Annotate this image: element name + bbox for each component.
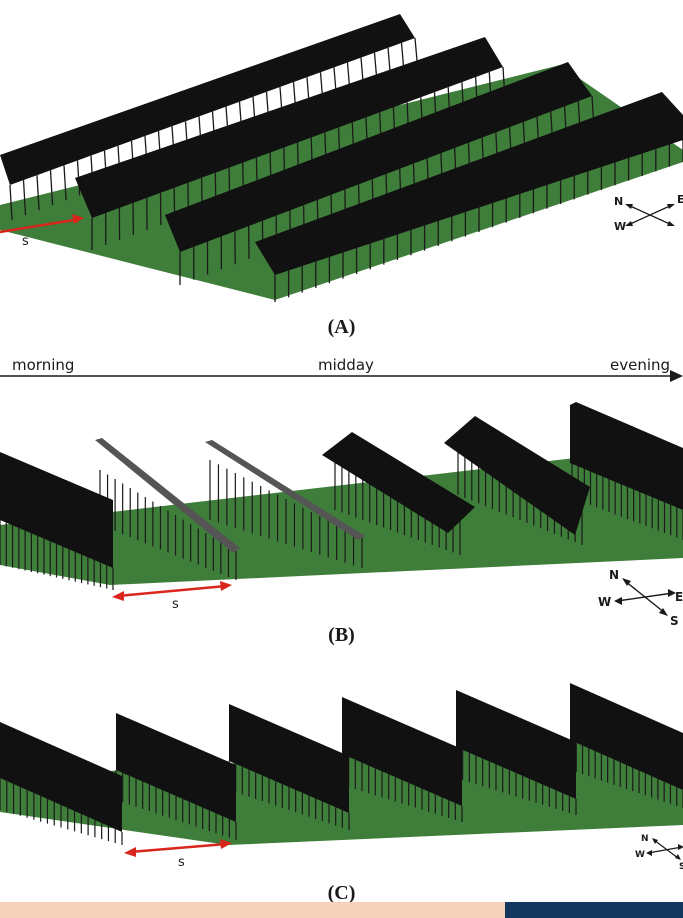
panel-c-row-5 (456, 690, 576, 799)
panel-c-row-6 (570, 683, 683, 790)
compass-a-e: E (677, 193, 683, 206)
compass-a: N W E (614, 193, 683, 233)
panel-a-spacing-arrow (0, 214, 84, 234)
compass-b-w: W (598, 595, 611, 609)
panel-a-row-3 (165, 62, 592, 252)
support-post (49, 170, 54, 206)
panel-c-row-4 (342, 697, 462, 806)
panel-c-row-3 (229, 704, 349, 813)
panel-c-caption: (C) (327, 882, 356, 904)
compass-c: N W S (635, 834, 683, 872)
panel-b-spacing-arrow (112, 581, 232, 601)
panel-b-row-6 (570, 402, 683, 510)
compass-c-s: S (679, 862, 683, 872)
compass-b-s: S (670, 614, 679, 628)
support-post (36, 175, 40, 211)
panel-a-row-2 (75, 37, 503, 218)
bottom-strip-left (0, 902, 505, 918)
panel-b-row-4 (322, 432, 475, 533)
panel-c-scene: s N W S (0, 683, 683, 872)
compass-c-n: N (641, 834, 649, 844)
panel-a-solar-rows (0, 14, 683, 275)
panel-a-caption: (A) (327, 316, 356, 338)
panel-b-row-2 (95, 438, 240, 553)
panel-a-spacing-label: s (22, 234, 29, 249)
panel-b-row-3 (205, 440, 365, 540)
panel-c-spacing-arrow (124, 839, 232, 857)
panel-b-solar-rows (0, 402, 683, 568)
panel-c-solar-rows (0, 683, 683, 832)
compass-a-n: N (614, 195, 623, 208)
timeline-midday-label: midday (318, 356, 374, 374)
panel-c-row-2 (116, 713, 236, 822)
panel-c-row-1 (0, 722, 122, 832)
compass-b-n: N (609, 568, 619, 582)
compass-b-e: E (675, 590, 683, 604)
panel-c-spacing-label: s (178, 855, 185, 870)
panel-a-row-1 (0, 14, 415, 185)
support-post (9, 184, 13, 221)
compass-c-w: W (635, 850, 645, 860)
timeline-morning-label: morning (12, 356, 75, 374)
panel-b-row-5 (444, 416, 590, 535)
timeline-arrow (0, 370, 683, 382)
panel-a-scene: s N W E (0, 14, 683, 302)
panel-b-row-1 (0, 452, 113, 568)
panel-b-caption: (B) (328, 624, 355, 646)
panel-b-spacing-label: s (172, 597, 179, 612)
support-post (22, 180, 27, 216)
compass-a-w: W (614, 220, 626, 233)
bottom-strip-right (505, 902, 683, 918)
panel-b-scene: s N W E S (0, 402, 683, 628)
support-post (63, 165, 67, 201)
timeline-evening-label: evening (610, 356, 671, 374)
panel-a-row-4 (255, 92, 683, 275)
compass-b: N W E S (598, 568, 683, 628)
